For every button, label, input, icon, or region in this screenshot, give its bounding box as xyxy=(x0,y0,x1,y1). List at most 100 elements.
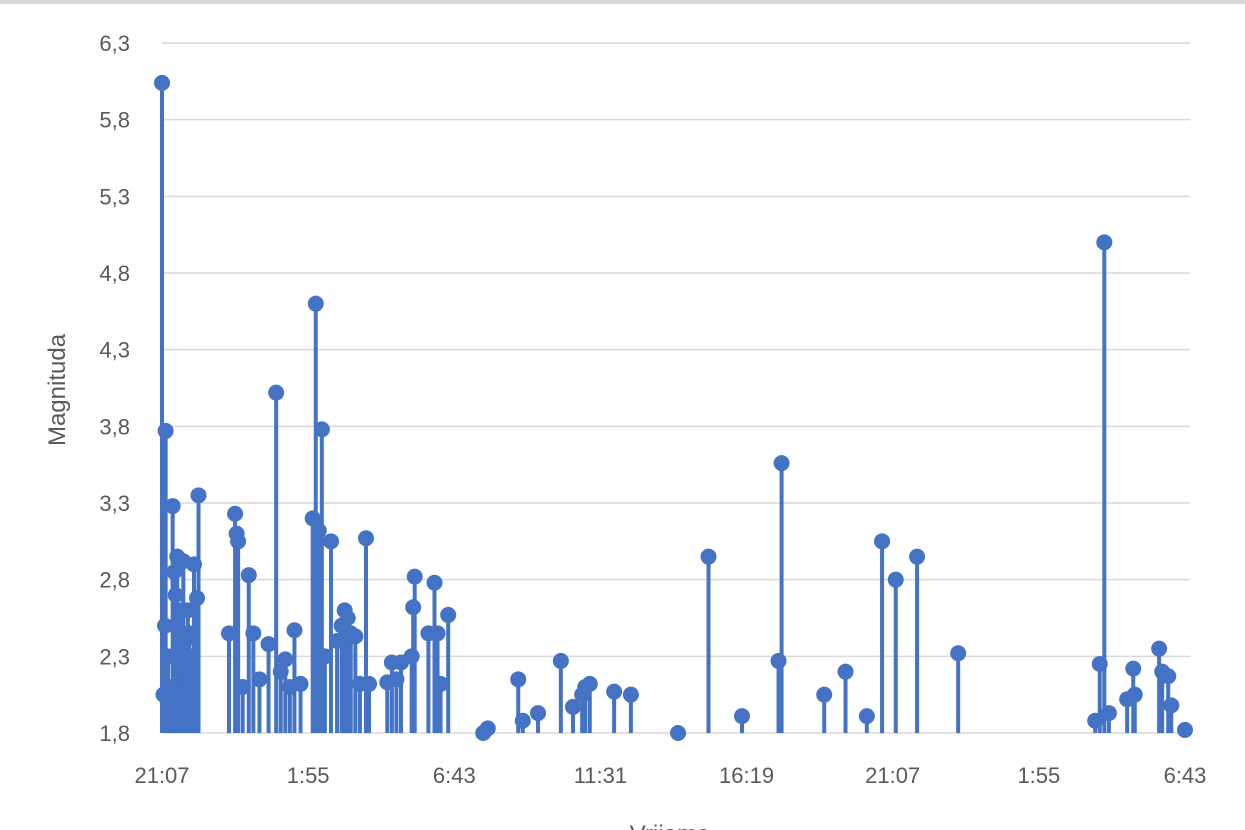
data-point xyxy=(322,533,339,550)
y-tick-label: 5,3 xyxy=(99,184,130,209)
x-axis-ticks: 21:07 1:55 6:43 11:31 16:19 21:07 1:55 6:43 xyxy=(134,763,1206,788)
y-axis-ticks: 1,8 2,3 2,8 3,3 3,8 4,3 4,8 5,3 5,8 6,3 xyxy=(99,31,130,746)
data-point xyxy=(329,633,346,649)
data-point xyxy=(234,679,251,695)
data-point xyxy=(307,295,324,312)
data-point xyxy=(292,675,309,692)
data-point xyxy=(1160,668,1177,685)
data-point xyxy=(157,617,174,634)
data-point xyxy=(1100,705,1117,722)
data-point xyxy=(403,648,420,665)
data-point xyxy=(182,648,199,665)
data-point xyxy=(304,510,321,527)
data-point xyxy=(1091,656,1108,672)
y-tick-label: 5,8 xyxy=(99,108,130,133)
top-border xyxy=(0,0,1245,4)
data-point xyxy=(162,679,179,695)
data-point xyxy=(164,498,181,515)
data-point xyxy=(357,530,374,547)
data-point xyxy=(622,686,639,703)
x-tick-label: 16:19 xyxy=(719,763,774,788)
data-point xyxy=(388,671,405,688)
data-point xyxy=(272,663,289,680)
data-point xyxy=(167,587,184,603)
data-point xyxy=(479,720,496,737)
y-tick-label: 2,8 xyxy=(99,568,130,593)
data-point xyxy=(770,652,787,669)
data-point xyxy=(1151,640,1168,657)
data-point xyxy=(157,422,174,439)
x-tick-label: 6:43 xyxy=(1164,763,1207,788)
data-point xyxy=(316,648,333,665)
data-point xyxy=(189,590,206,607)
x-tick-label: 21:07 xyxy=(134,763,189,788)
data-point xyxy=(837,663,854,680)
data-point xyxy=(1096,234,1113,251)
data-point xyxy=(530,705,547,722)
data-point xyxy=(313,421,330,438)
data-point xyxy=(240,567,257,584)
data-point xyxy=(734,708,751,725)
x-tick-label: 1:55 xyxy=(287,763,330,788)
data-point xyxy=(160,648,177,665)
data-point xyxy=(268,384,285,401)
data-markers xyxy=(154,74,1193,741)
y-tick-label: 1,8 xyxy=(99,721,130,746)
y-tick-label: 6,3 xyxy=(99,31,130,56)
data-point xyxy=(179,602,196,619)
y-tick-label: 4,8 xyxy=(99,261,130,286)
data-point xyxy=(339,610,356,626)
data-point xyxy=(1126,686,1143,703)
data-point xyxy=(514,712,531,729)
y-tick-label: 4,3 xyxy=(99,338,130,363)
data-point xyxy=(909,548,926,565)
data-point xyxy=(260,636,277,653)
y-tick-label: 2,3 xyxy=(99,644,130,669)
data-point xyxy=(230,533,247,550)
data-point xyxy=(310,522,327,539)
data-point xyxy=(154,74,170,91)
data-point xyxy=(178,679,195,695)
data-point xyxy=(950,645,967,662)
data-point xyxy=(858,708,875,725)
y-axis-title: Magnituda xyxy=(44,333,71,446)
data-point xyxy=(440,606,457,623)
data-point xyxy=(606,683,623,700)
data-point xyxy=(406,568,423,585)
x-tick-label: 6:43 xyxy=(433,763,476,788)
data-point xyxy=(277,651,294,668)
x-tick-label: 1:55 xyxy=(1017,763,1060,788)
gridlines xyxy=(162,42,1190,734)
data-point xyxy=(773,455,790,472)
data-point xyxy=(185,556,202,573)
data-point xyxy=(405,599,422,616)
data-point xyxy=(361,675,378,692)
data-point xyxy=(552,652,569,669)
data-point xyxy=(181,625,198,642)
y-tick-label: 3,8 xyxy=(99,414,130,439)
data-point xyxy=(1087,712,1104,729)
data-point xyxy=(1125,660,1142,677)
data-point xyxy=(220,625,237,642)
y-tick-label: 3,3 xyxy=(99,491,130,516)
data-point xyxy=(700,548,717,565)
data-point xyxy=(874,533,891,550)
data-point xyxy=(170,663,187,680)
data-point xyxy=(816,686,833,703)
data-point xyxy=(887,571,904,588)
data-point xyxy=(166,564,183,580)
data-point xyxy=(565,698,582,715)
data-point xyxy=(510,671,527,688)
data-point xyxy=(581,675,598,692)
data-point xyxy=(670,725,687,741)
data-point xyxy=(286,622,303,639)
data-point xyxy=(251,671,268,688)
data-point xyxy=(432,675,449,692)
data-point xyxy=(347,628,364,645)
data-point xyxy=(426,574,443,591)
x-axis-title: Vrijeme xyxy=(630,821,710,830)
data-point xyxy=(190,487,207,504)
data-point xyxy=(1177,721,1193,738)
data-point xyxy=(227,505,244,522)
